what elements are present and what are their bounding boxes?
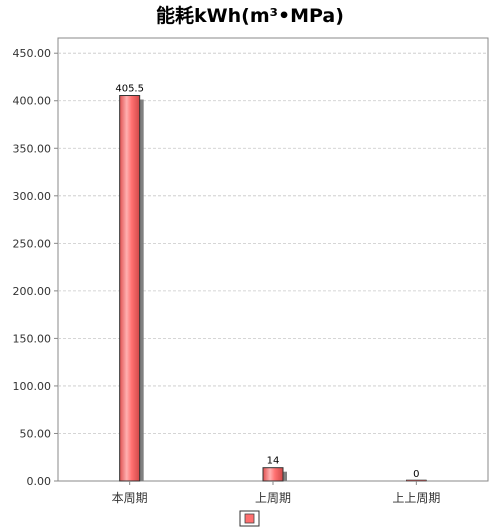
- legend-swatch: [244, 513, 255, 524]
- bar[interactable]: [406, 479, 427, 482]
- x-tick-label: 本周期: [112, 491, 148, 505]
- y-tick-label: 350.00: [13, 142, 52, 155]
- y-tick-label: 450.00: [13, 47, 52, 60]
- y-tick-label: 250.00: [13, 237, 52, 250]
- y-tick-label: 0.00: [27, 475, 52, 488]
- data-label: 405.5: [115, 84, 144, 95]
- x-tick-label: 上周期: [255, 491, 291, 505]
- y-tick-label: 200.00: [13, 285, 52, 298]
- plot-area: 0.00 50.00 100.00 150.00 200.00 250.00 300.00 3…: [13, 37, 489, 527]
- data-label: 0: [413, 469, 419, 480]
- data-label: 14: [267, 456, 280, 467]
- chart-title: 能耗kWh(m³•MPa): [156, 4, 344, 27]
- y-tick-label: 50.00: [20, 427, 52, 440]
- bar[interactable]: [262, 467, 284, 482]
- x-tick-label: 上上周期: [392, 491, 440, 505]
- y-tick-label: 100.00: [13, 380, 52, 393]
- bar[interactable]: [119, 95, 141, 482]
- y-tick-label: 300.00: [13, 190, 52, 203]
- y-tick-label: 400.00: [13, 95, 52, 108]
- y-tick-label: 150.00: [13, 332, 52, 345]
